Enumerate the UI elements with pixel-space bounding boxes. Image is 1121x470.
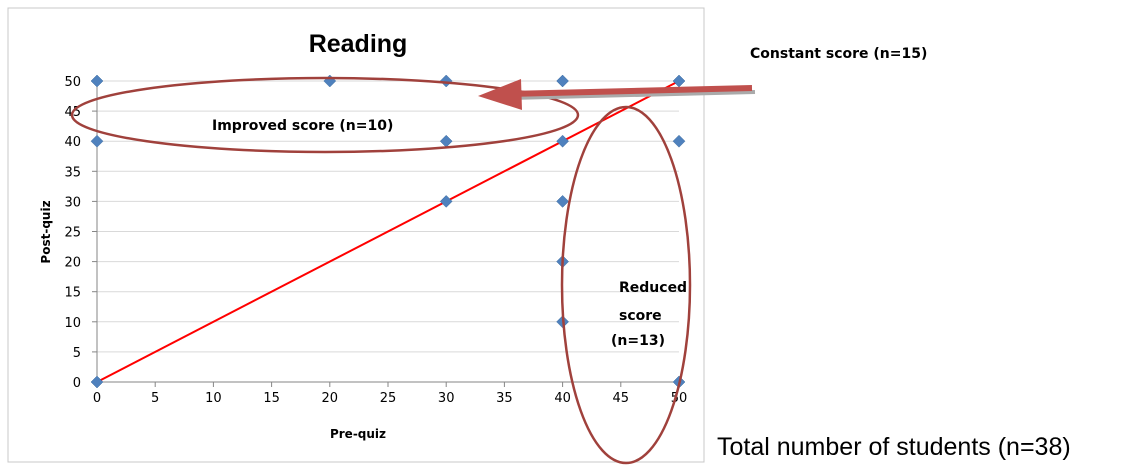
x-tick-label: 45 <box>613 391 630 406</box>
x-tick-label: 20 <box>322 391 339 406</box>
x-tick-label: 15 <box>263 391 280 406</box>
constant-score-label: Constant score (n=15) <box>750 46 927 62</box>
x-tick-label: 10 <box>205 391 222 406</box>
y-tick-label: 0 <box>73 376 81 391</box>
data-point <box>90 134 104 148</box>
y-tick-label: 10 <box>64 316 81 331</box>
chart-frame <box>7 7 705 463</box>
reduced-score-label-line3: (n=13) <box>611 333 665 349</box>
y-axis-title: Post-quiz <box>39 200 53 263</box>
data-point <box>556 134 569 148</box>
x-axis-title: Pre-quiz <box>330 427 386 441</box>
data-point <box>672 134 686 148</box>
y-tick-label: 25 <box>64 226 81 241</box>
x-tick-label: 25 <box>380 391 397 406</box>
equal-score-line <box>96 80 680 383</box>
reduced-score-label-line1: Reduced <box>619 280 687 296</box>
x-tick-label: 0 <box>93 391 101 406</box>
constant-score-arrowhead <box>478 79 522 110</box>
data-point <box>556 195 569 208</box>
data-point <box>90 375 104 389</box>
y-tick-label: 50 <box>64 75 81 90</box>
constant-score-arrow-shaft <box>509 90 756 100</box>
y-tick-label: 30 <box>64 195 81 210</box>
data-point <box>90 74 104 88</box>
y-tick-label: 40 <box>64 135 81 150</box>
data-point <box>556 74 569 88</box>
y-tick-label: 20 <box>64 256 81 271</box>
x-tick-label: 40 <box>554 391 571 406</box>
x-tick-label: 5 <box>151 391 159 406</box>
y-tick-label: 5 <box>73 346 81 361</box>
reference-line-layer <box>96 80 680 383</box>
x-tick-label: 30 <box>438 391 455 406</box>
x-tick-label: 35 <box>496 391 513 406</box>
y-tick-label: 15 <box>64 286 81 301</box>
chart-title: Reading <box>309 30 408 58</box>
improved-score-label: Improved score (n=10) <box>212 118 393 134</box>
y-tick-label: 35 <box>64 165 81 180</box>
constant-score-arrow-shaft <box>507 85 753 97</box>
total-students-label: Total number of students (n=38) <box>717 433 1071 461</box>
data-point <box>439 195 453 208</box>
improved-score-ellipse <box>70 76 580 154</box>
reduced-score-ellipse <box>560 105 692 465</box>
data-point <box>439 74 453 88</box>
reduced-score-label-line2: score <box>619 308 662 324</box>
data-points <box>90 74 686 389</box>
